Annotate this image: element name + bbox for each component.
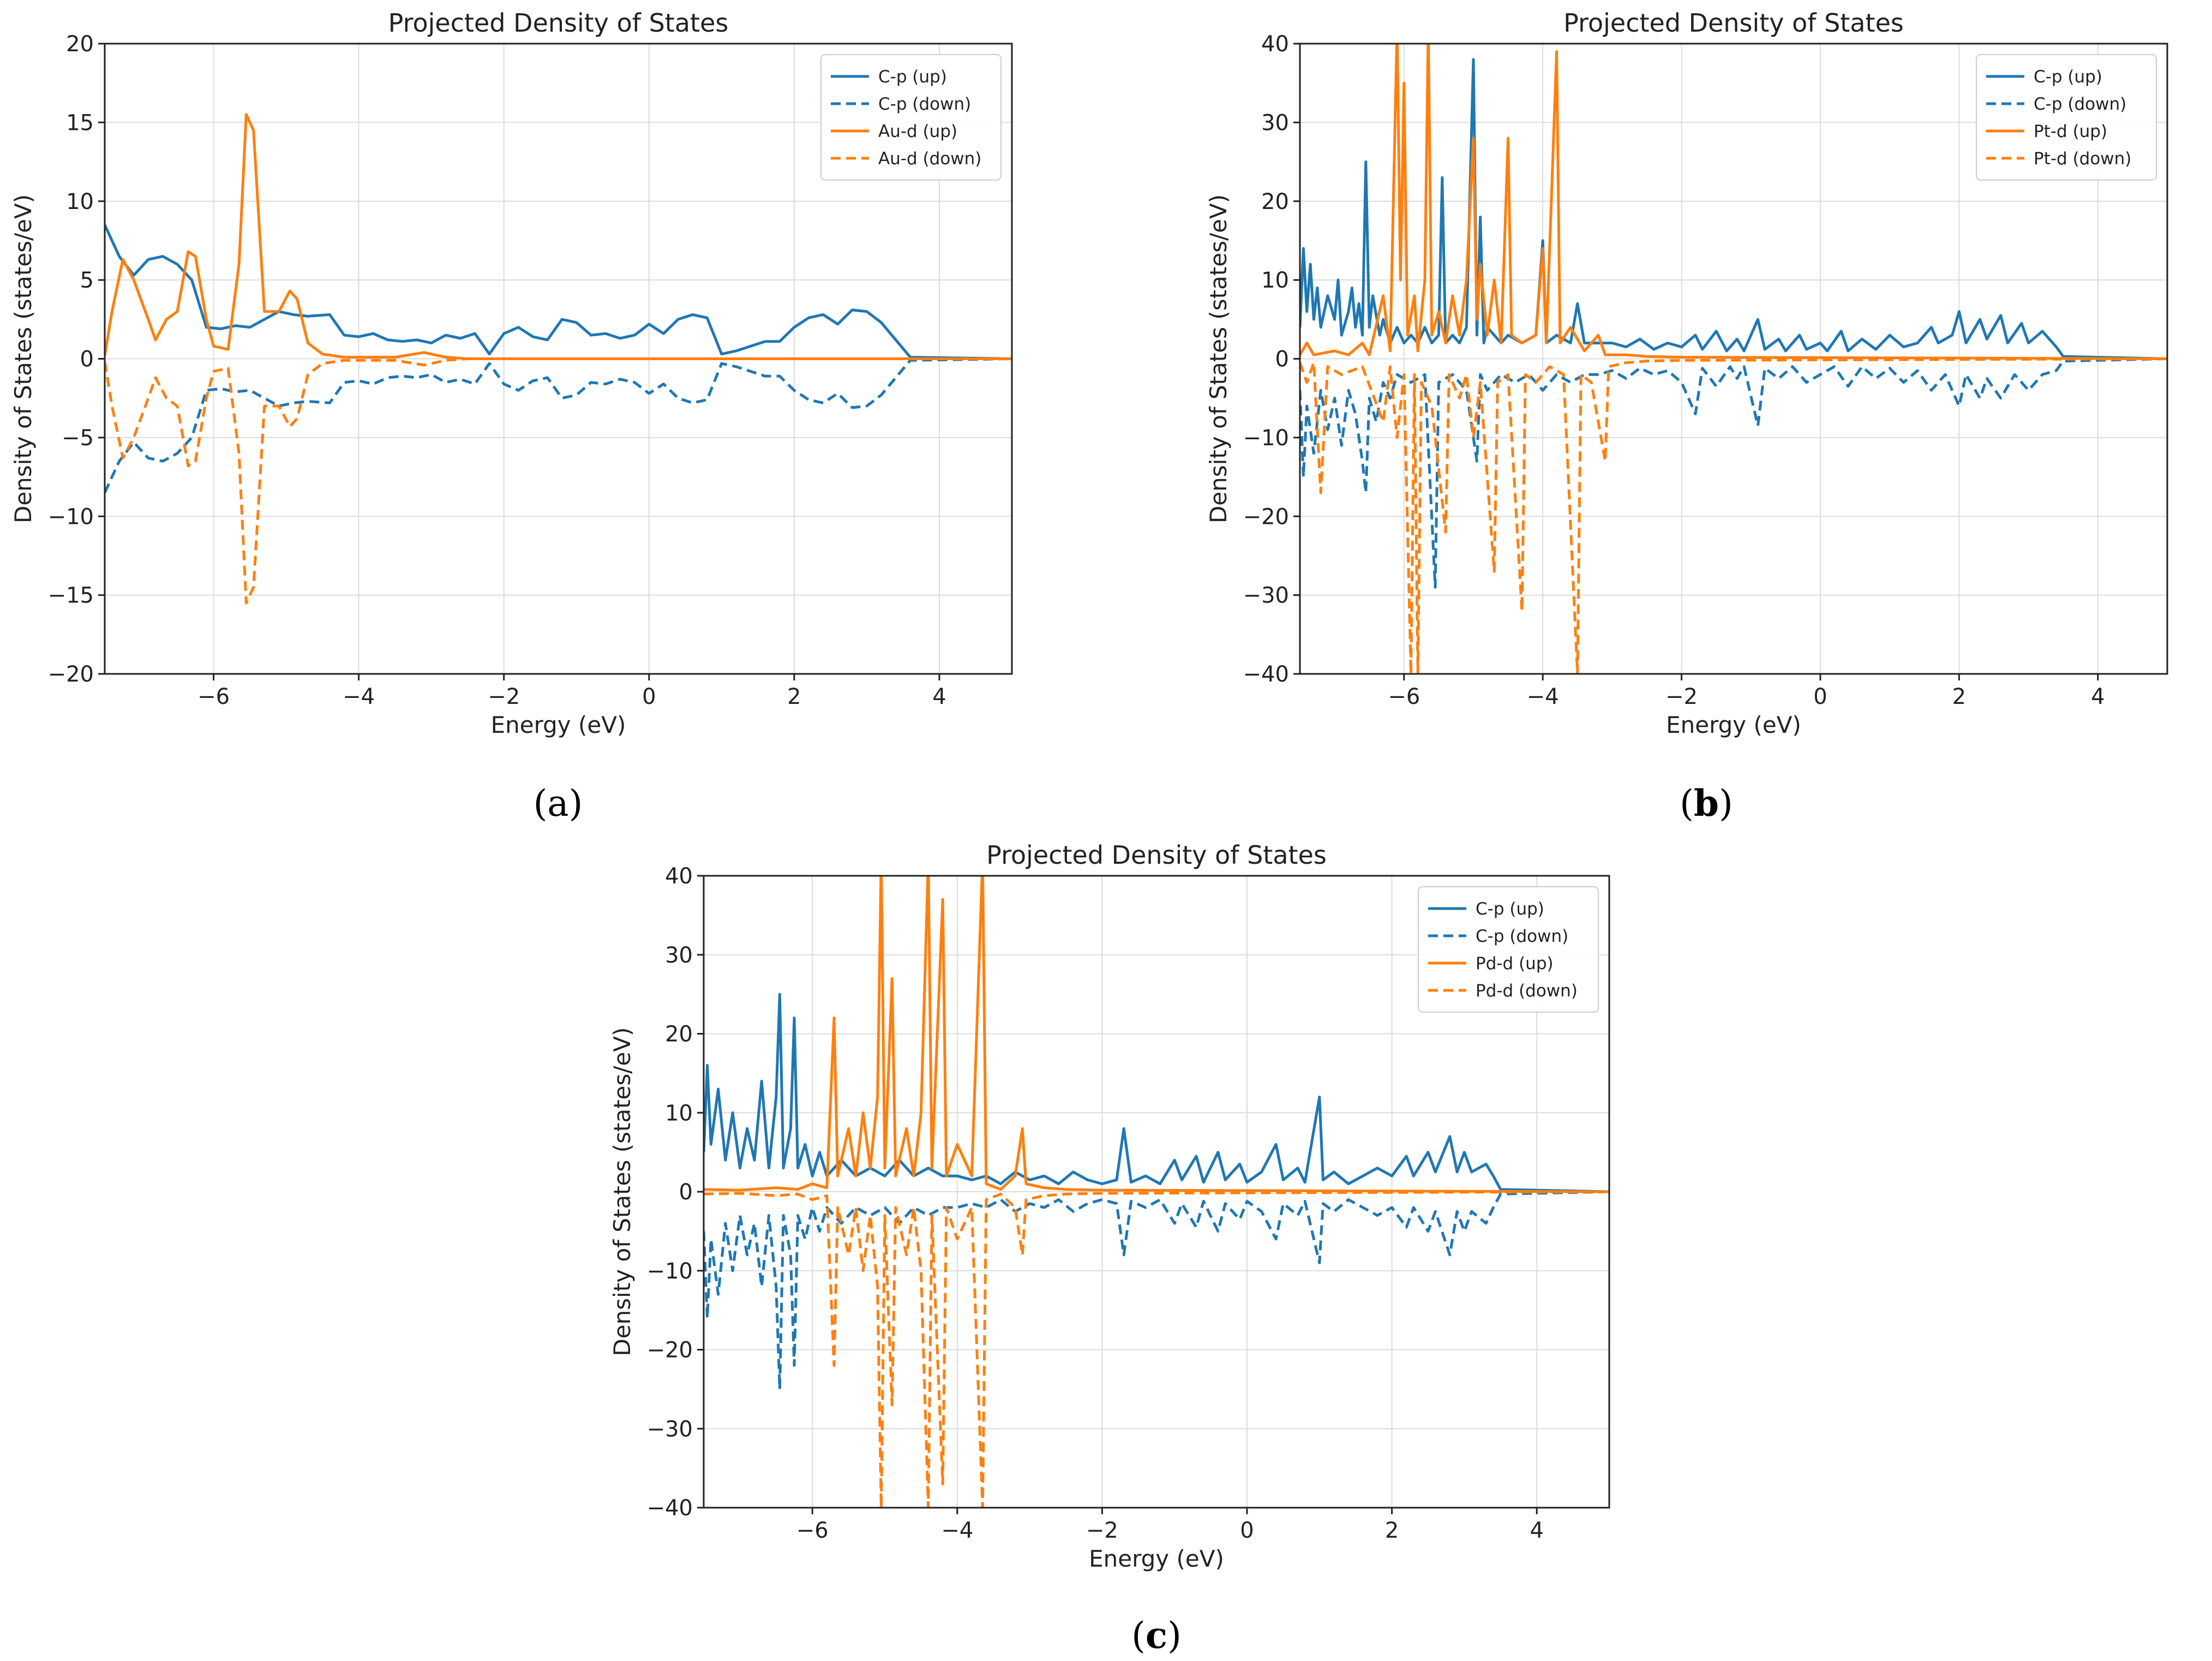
x-axis-label: Energy (eV) <box>491 712 626 738</box>
legend: C-p (up) C-p (down) Au-d (up) Au-d (down) <box>820 54 1002 181</box>
series-line-c-p-down <box>1300 357 2167 589</box>
series-group <box>1300 44 2167 674</box>
x-tick-label: −2 <box>1086 1518 1118 1543</box>
x-tick-label: 4 <box>2091 684 2105 709</box>
series-line-c-p-down <box>704 1190 1609 1391</box>
chart-title: Projected Density of States <box>388 8 729 38</box>
x-tick-label: 2 <box>1952 684 1966 709</box>
y-axis-label: Density of States (states/eV) <box>10 194 37 523</box>
y-tick-label: 0 <box>80 347 94 372</box>
y-tick-label: 20 <box>665 1022 693 1047</box>
legend-box <box>820 54 1002 181</box>
legend-entry: Pt-d (down) <box>2034 149 2131 169</box>
y-tick-label: −10 <box>48 504 94 529</box>
y-tick-label: 10 <box>66 189 94 214</box>
series-line-pt-d-up <box>1300 44 2167 360</box>
y-tick-label: −20 <box>647 1338 693 1363</box>
panel-caption: (b) <box>1680 782 1733 824</box>
x-axis-label: Energy (eV) <box>1089 1545 1224 1572</box>
x-tick-label: −6 <box>796 1518 829 1543</box>
legend-entry: C-p (up) <box>2034 67 2102 87</box>
series-group <box>704 876 1609 1508</box>
y-tick-label: −20 <box>1243 504 1289 529</box>
x-tick-label: −4 <box>1527 684 1559 709</box>
y-tick-label: −30 <box>647 1417 693 1442</box>
series-group <box>105 113 1012 605</box>
legend-entry: Au-d (up) <box>878 122 957 141</box>
y-tick-label: 0 <box>1275 347 1289 372</box>
x-tick-label: −4 <box>343 684 375 709</box>
y-tick-label: −5 <box>62 426 94 451</box>
y-tick-label: −20 <box>48 662 94 687</box>
x-tick-label: 2 <box>787 684 801 709</box>
chart-panel-3: −6 −4 −2 0 2 4−40−30−20−10010203040Projected … <box>609 840 1610 1657</box>
legend-entry: Pd-d (up) <box>1476 954 1554 973</box>
y-axis-label: Density of States (states/eV) <box>1205 194 1232 523</box>
series-line-c-p-down <box>105 357 1012 493</box>
x-tick-label: 4 <box>932 684 946 709</box>
series-line-pd-d-up <box>704 876 1609 1193</box>
legend-entry: C-p (down) <box>2034 94 2126 114</box>
chart-panel-2: −6 −4 −2 0 2 4−40−30−20−10010203040Projected … <box>1205 8 2168 824</box>
x-tick-label: −4 <box>941 1518 973 1543</box>
y-tick-label: 40 <box>665 864 693 889</box>
x-tick-label: 0 <box>1240 1518 1254 1543</box>
legend-box <box>1418 886 1599 1013</box>
x-tick-label: −6 <box>1388 684 1420 709</box>
series-line-au-d-down <box>105 357 1012 605</box>
series-line-pd-d-down <box>704 1190 1609 1508</box>
legend-box <box>1976 54 2157 181</box>
y-tick-label: 20 <box>66 32 94 57</box>
y-axis-label: Density of States (states/eV) <box>609 1027 636 1356</box>
y-tick-label: 30 <box>665 943 693 968</box>
y-tick-label: 30 <box>1261 110 1289 135</box>
x-tick-label: 4 <box>1530 1518 1543 1543</box>
panel-caption: (a) <box>533 782 583 824</box>
y-tick-label: 15 <box>66 110 94 135</box>
legend-entry: Pt-d (up) <box>2034 122 2107 141</box>
series-line-c-p-up <box>105 224 1012 360</box>
x-tick-label: −2 <box>488 684 520 709</box>
y-tick-label: −10 <box>1243 426 1289 451</box>
x-tick-label: 2 <box>1385 1518 1399 1543</box>
y-tick-label: −40 <box>647 1496 693 1521</box>
legend: C-p (up) C-p (down) Pd-d (up) Pd-d (down) <box>1418 886 1599 1013</box>
legend-entry: C-p (down) <box>878 94 971 114</box>
legend-entry: C-p (up) <box>1476 899 1544 919</box>
series-line-au-d-up <box>105 113 1012 360</box>
y-tick-label: 0 <box>679 1180 693 1205</box>
y-tick-label: 20 <box>1261 189 1289 214</box>
x-tick-label: 0 <box>1813 684 1827 709</box>
y-tick-label: −30 <box>1243 583 1289 608</box>
y-tick-label: −40 <box>1243 662 1289 687</box>
y-tick-label: −10 <box>647 1259 693 1284</box>
chart-title: Projected Density of States <box>986 840 1327 870</box>
legend-entry: Au-d (down) <box>878 149 981 169</box>
legend-entry: Pd-d (down) <box>1476 981 1578 1001</box>
series-line-pt-d-down <box>1300 357 2167 674</box>
x-tick-label: −6 <box>197 684 230 709</box>
y-tick-label: −15 <box>48 583 94 608</box>
x-tick-label: 0 <box>642 684 656 709</box>
y-tick-label: 5 <box>80 268 94 293</box>
x-axis-label: Energy (eV) <box>1666 712 1801 738</box>
y-tick-label: 40 <box>1261 32 1289 57</box>
chart-title: Projected Density of States <box>1563 8 1904 38</box>
legend-entry: C-p (down) <box>1476 927 1568 946</box>
legend-entry: C-p (up) <box>878 67 947 87</box>
series-line-c-p-up <box>704 993 1609 1193</box>
panel-caption: (c) <box>1131 1614 1182 1657</box>
y-tick-label: 10 <box>1261 268 1289 293</box>
x-tick-label: −2 <box>1665 684 1698 709</box>
y-tick-label: 10 <box>665 1101 693 1126</box>
legend: C-p (up) C-p (down) Pt-d (up) Pt-d (down) <box>1976 54 2157 181</box>
